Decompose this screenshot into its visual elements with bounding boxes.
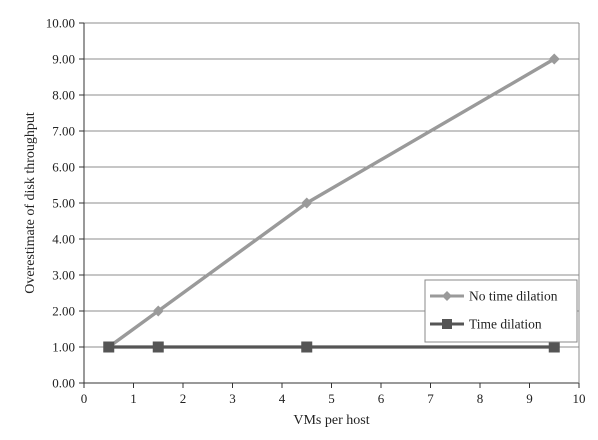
data-point-diamond (548, 53, 560, 65)
x-tick-label: 7 (427, 391, 434, 406)
series-time-dilation (103, 341, 560, 353)
x-tick-label: 8 (477, 391, 484, 406)
legend-box (424, 279, 578, 343)
x-tick-label: 1 (130, 391, 137, 406)
gridlines (84, 22, 579, 348)
legend-label: Time dilation (469, 317, 542, 332)
y-tick-label: 8.00 (52, 88, 75, 103)
x-tick-label: 2 (180, 391, 187, 406)
y-tick-label: 4.00 (52, 232, 75, 247)
x-tick-label: 0 (81, 391, 88, 406)
y-tick-label: 0.00 (52, 376, 75, 391)
legend-item-time-dilation: Time dilation (430, 317, 542, 332)
legend-item-no-time-dilation: No time dilation (430, 289, 558, 304)
y-tick-label: 6.00 (52, 160, 75, 175)
data-series (103, 53, 560, 353)
x-tick-label: 5 (328, 391, 335, 406)
axes (79, 22, 580, 388)
legend-diamond-marker (442, 291, 452, 301)
data-point-square (152, 341, 164, 353)
y-tick-label: 2.00 (52, 304, 75, 319)
x-tick-label: 4 (279, 391, 286, 406)
series-line (107, 57, 556, 349)
tick-labels: 0.00 1.00 2.00 3.00 4.00 5.00 6.00 7.00 8.00 9.00… (46, 16, 586, 407)
data-point-square (301, 341, 313, 353)
data-point-square (548, 341, 560, 353)
y-tick-label: 7.00 (52, 124, 75, 139)
y-tick-label: 1.00 (52, 340, 75, 355)
y-tick-label: 9.00 (52, 52, 75, 67)
data-point-square (103, 341, 115, 353)
y-axis-title: Overestimate of disk throughput (23, 112, 38, 294)
y-tick-label: 3.00 (52, 268, 75, 283)
y-tick-label: 5.00 (52, 196, 75, 211)
data-point-diamond (301, 197, 313, 209)
legend: No time dilation Time dilation (424, 279, 578, 343)
x-axis-title: VMs per host (293, 413, 369, 428)
y-tick-label: 10.00 (46, 16, 75, 31)
data-point-diamond (152, 305, 164, 317)
x-tick-label: 9 (526, 391, 533, 406)
x-tick-label: 10 (573, 391, 586, 406)
x-tick-label: 6 (378, 391, 385, 406)
x-tick-label: 3 (229, 391, 236, 406)
legend-label: No time dilation (469, 289, 558, 304)
legend-square-marker (442, 319, 452, 329)
